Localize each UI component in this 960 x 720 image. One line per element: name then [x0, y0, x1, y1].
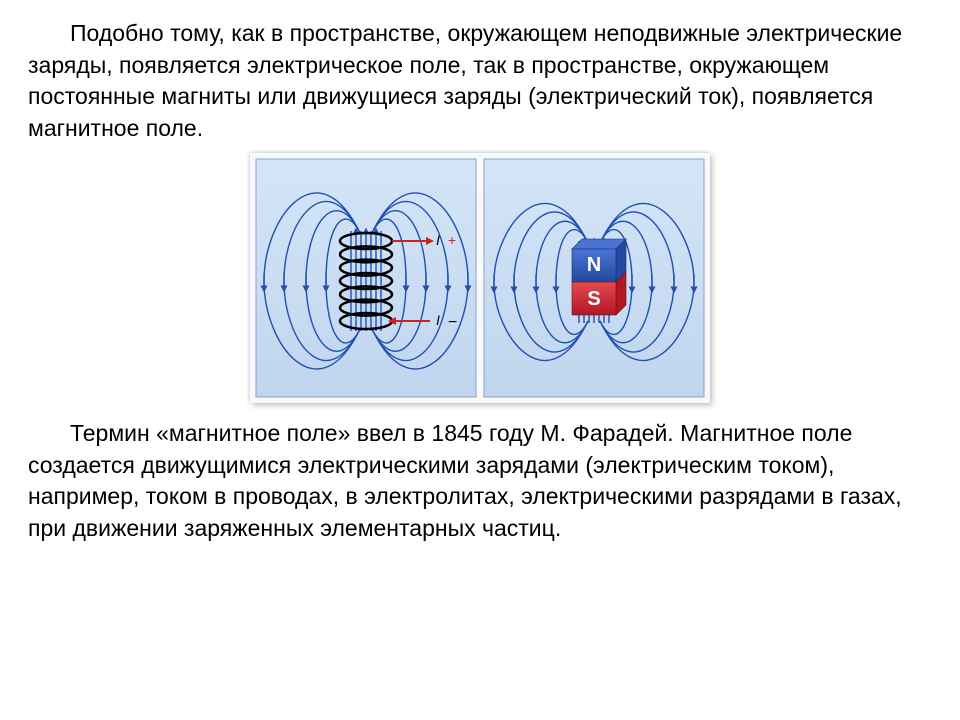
intro-paragraph: Подобно тому, как в пространстве, окружа… [28, 18, 932, 145]
svg-text:N: N [587, 254, 601, 276]
svg-text:−: − [448, 314, 457, 331]
svg-text:S: S [587, 288, 600, 310]
svg-text:+: + [448, 232, 456, 248]
figure-svg: I+I−NS [250, 153, 710, 403]
figure-container: I+I−NS [28, 153, 932, 408]
magnetic-field-figure: I+I−NS [250, 153, 710, 403]
svg-text:I: I [436, 312, 440, 328]
intro-text: Подобно тому, как в пространстве, окружа… [28, 20, 902, 141]
body-text: Термин «магнитное поле» ввел в 1845 году… [28, 420, 902, 541]
body-paragraph: Термин «магнитное поле» ввел в 1845 году… [28, 418, 932, 545]
document-page: Подобно тому, как в пространстве, окружа… [0, 0, 960, 563]
svg-text:I: I [436, 232, 440, 248]
